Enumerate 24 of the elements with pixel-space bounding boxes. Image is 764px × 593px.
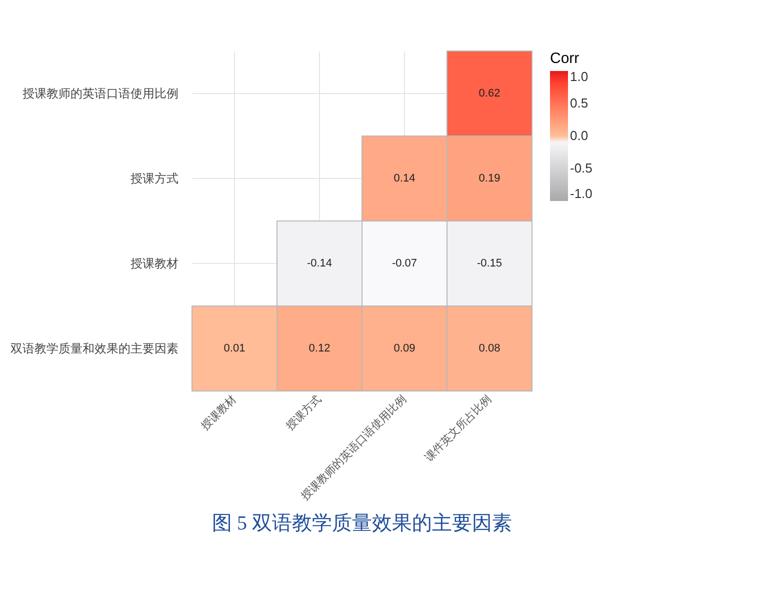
y-tick-label: 双语教学质量和效果的主要因素 [10,342,178,356]
data-label: 0.14 [394,172,416,184]
data-label: 0.12 [308,342,330,354]
color-bar-label: -1.0 [570,186,592,201]
data-label: 0.08 [478,342,500,354]
data-label: -0.14 [306,258,332,270]
color-bar-label: -0.5 [570,160,592,176]
y-tick-label: 授课方式 [130,172,178,186]
data-label: -0.07 [392,258,418,270]
data-label: 0.19 [478,172,500,184]
data-label: 0.09 [394,342,416,354]
data-label: 0.62 [478,88,500,100]
data-label: -0.15 [476,258,502,270]
y-tick-label: 授课教材 [130,256,178,270]
text: 图 5 双语教学质量效果的主要因素 [212,512,512,535]
color-bar-label: 0.0 [570,128,588,143]
x-tick-label: 授课教材 [198,392,239,433]
color-bar-label: 0.5 [570,96,588,110]
x-tick-label: 课件英文所占比例 [422,392,494,464]
legend-title: Corr [550,50,580,67]
data-label: 0.01 [224,342,246,354]
y-tick-label: 授课教师的英语口语使用比例 [22,86,178,100]
x-tick-label: 授课方式 [283,392,324,433]
color-bar-label: 1.0 [570,69,588,84]
